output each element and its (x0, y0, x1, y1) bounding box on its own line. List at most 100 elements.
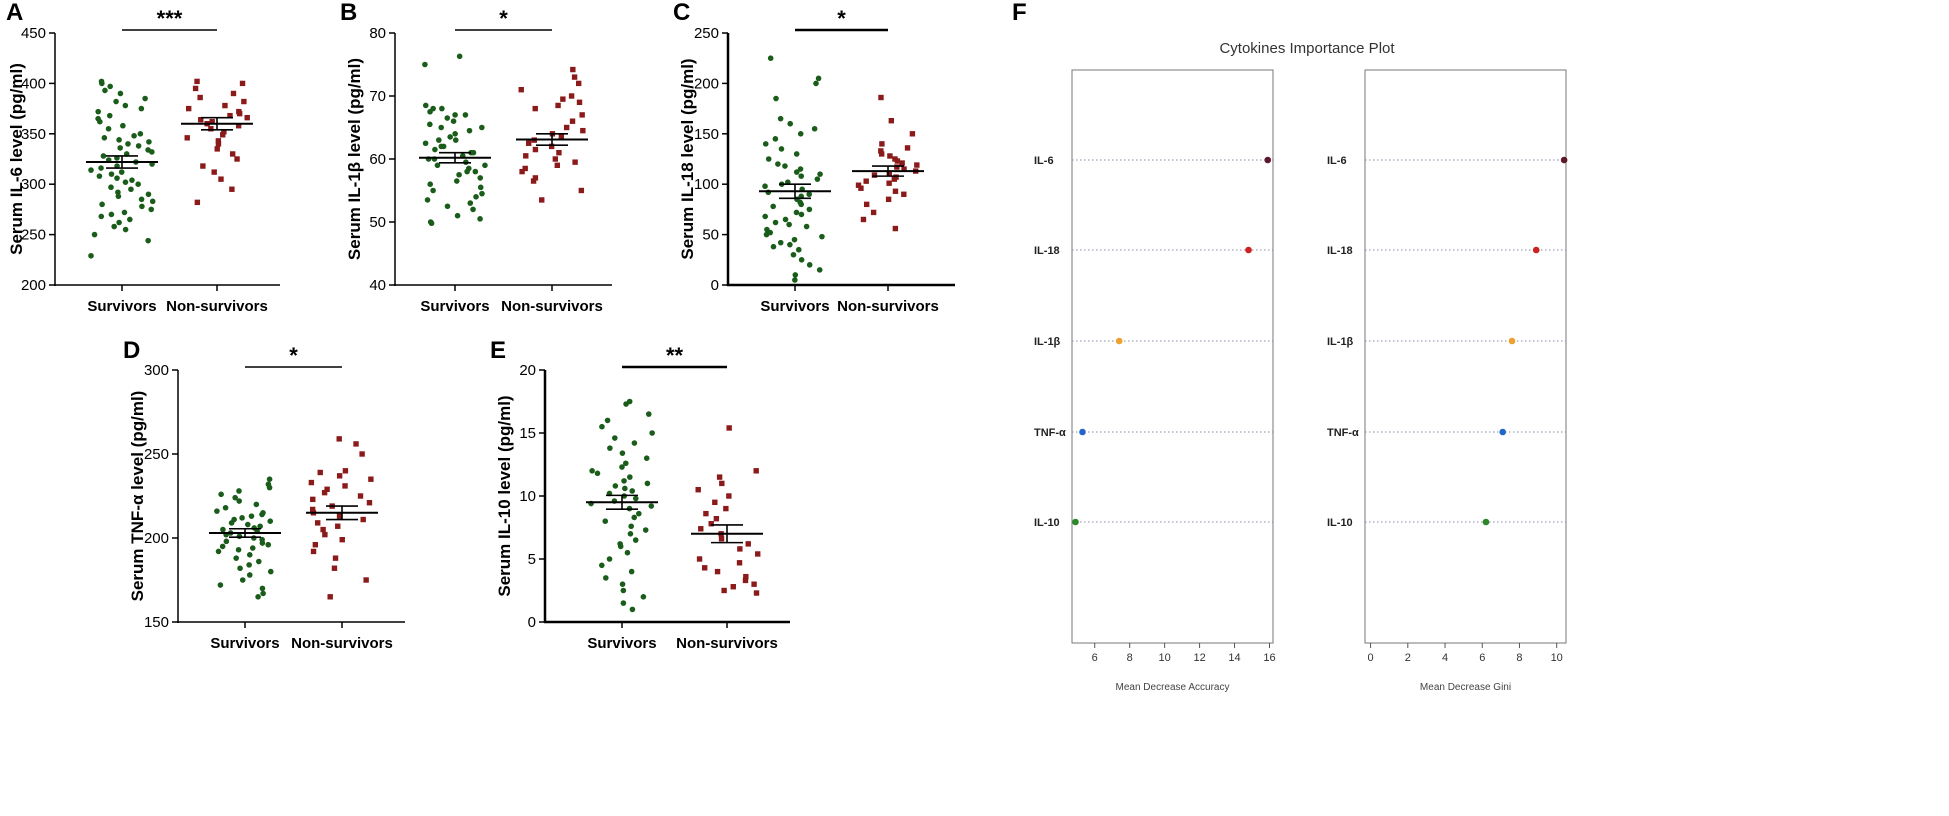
data-point (339, 536, 345, 543)
data-point (764, 226, 770, 233)
data-point (239, 515, 245, 521)
data-point (241, 98, 247, 105)
x-tick-label: 14 (1228, 652, 1240, 664)
data-point (135, 181, 141, 187)
data-point (578, 187, 585, 194)
data-point (88, 252, 94, 259)
plot-frame (1071, 69, 1274, 644)
category-label: Survivors (420, 298, 489, 315)
data-point (214, 146, 220, 152)
data-point (797, 131, 804, 137)
data-point (580, 127, 586, 134)
category-label: Non-survivors (166, 298, 268, 315)
data-point (612, 483, 619, 489)
data-point (482, 162, 488, 169)
data-point (145, 191, 152, 198)
data-point (617, 541, 623, 547)
panel-label: E (490, 337, 506, 364)
data-point (135, 143, 142, 149)
data-point (465, 165, 472, 172)
data-point (730, 584, 736, 590)
data-point (479, 190, 485, 197)
data-point (624, 549, 631, 556)
data-point (99, 201, 105, 208)
data-point (102, 87, 108, 94)
data-point (336, 473, 343, 479)
data-point (148, 206, 155, 213)
data-point (117, 145, 123, 151)
data-point (620, 587, 627, 594)
data-point (467, 200, 474, 206)
y-tick-label: 250 (144, 446, 169, 463)
data-point (215, 138, 222, 144)
significance-stars: * (289, 343, 298, 368)
data-point (452, 112, 458, 118)
data-point (532, 175, 539, 181)
data-point (863, 201, 870, 208)
x-axis-label: Mean Decrease Gini (1420, 682, 1511, 693)
y-axis-label: Serum IL-1β level (pg/ml) (345, 58, 364, 260)
data-point (901, 191, 907, 197)
panel-C: C 0 50 100 150 200 250 Serum IL-18 level (pg/ml… (673, 0, 955, 315)
data-point (787, 241, 793, 248)
data-point (436, 137, 442, 143)
data-point (200, 163, 206, 169)
data-point (870, 209, 877, 216)
importance-subplot-1: IL-6 IL-18 IL-1β TNF-α IL-10 6 8 10 12 14 16 Mean D… (1034, 69, 1276, 693)
data-point (462, 112, 469, 118)
data-point (772, 136, 779, 142)
data-point (791, 236, 798, 243)
data-point (786, 221, 792, 228)
y-tick-label: 200 (694, 75, 719, 92)
data-point (604, 417, 611, 424)
data-point (230, 90, 237, 97)
data-point (115, 189, 121, 196)
data-point (878, 94, 884, 101)
panel-F: F Cytokines Importance Plot IL-6 IL-18 IL-1β… (1012, 0, 1568, 693)
data-point (554, 162, 561, 168)
data-point (636, 510, 642, 517)
data-point (125, 141, 131, 147)
data-point (589, 468, 595, 474)
data-point (353, 441, 359, 447)
panel-label: C (673, 0, 690, 26)
data-point (98, 213, 105, 220)
data-point (815, 75, 822, 82)
data-point (308, 479, 315, 486)
data-point (519, 168, 525, 175)
data-point (790, 251, 797, 258)
data-point (855, 182, 862, 188)
data-point (246, 562, 252, 568)
series-non-survivors (516, 66, 588, 203)
data-point (619, 450, 626, 456)
data-point (773, 95, 779, 102)
panel-D: D 150 200 250 300 Serum TNF-α level (pg/ml) Su… (123, 337, 405, 652)
series-survivors (86, 78, 158, 259)
data-point (336, 436, 342, 442)
importance-point (1508, 337, 1516, 345)
variable-label: IL-1β (1034, 336, 1061, 348)
data-point (121, 209, 128, 216)
data-point (628, 523, 634, 530)
data-point (696, 556, 703, 562)
data-point (219, 543, 226, 550)
data-point (569, 118, 576, 124)
data-point (422, 61, 428, 68)
data-point (453, 178, 460, 184)
variable-label: IL-6 (1327, 155, 1347, 167)
x-axis-label: Mean Decrease Accuracy (1116, 682, 1230, 693)
data-point (560, 96, 566, 102)
importance-point (1115, 337, 1123, 345)
data-point (116, 137, 122, 143)
data-point (770, 243, 777, 250)
data-point (713, 515, 720, 522)
data-point (745, 541, 751, 547)
data-point (627, 474, 633, 480)
category-label: Survivors (87, 298, 156, 315)
data-point (770, 203, 776, 210)
y-tick-label: 50 (702, 227, 719, 244)
data-point (718, 536, 725, 542)
data-point (450, 118, 457, 124)
data-point (629, 488, 636, 494)
data-point (251, 535, 257, 541)
